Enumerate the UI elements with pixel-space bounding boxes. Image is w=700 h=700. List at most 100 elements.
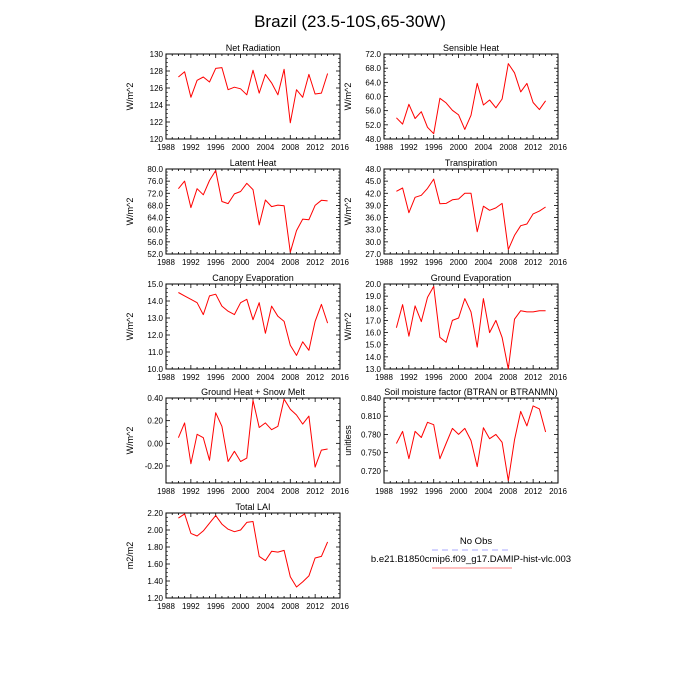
x-tick-label: 1996 — [425, 258, 443, 267]
x-tick-label: 2000 — [450, 258, 468, 267]
x-tick-label: 1992 — [182, 258, 200, 267]
x-tick-label: 2008 — [499, 258, 517, 267]
series-line — [396, 178, 546, 250]
y-axis-label: m2/m2 — [125, 542, 135, 570]
x-tick-label: 2000 — [232, 487, 250, 496]
y-tick-label: 126 — [150, 84, 164, 93]
y-tick-label: 10.0 — [147, 365, 163, 374]
panel-title: Latent Heat — [230, 158, 277, 168]
y-tick-label: 14.0 — [365, 353, 381, 362]
x-tick-label: 2016 — [331, 373, 349, 382]
legend: No Obs b.e21.B1850cmip6.f09_g17.DAMIP-hi… — [371, 536, 571, 569]
y-axis-label: W/m^2 — [343, 313, 353, 341]
x-tick-label: 2012 — [306, 143, 324, 152]
x-tick-label: 2000 — [232, 143, 250, 152]
x-tick-label: 2012 — [306, 602, 324, 611]
x-tick-label: 1996 — [425, 143, 443, 152]
x-tick-label: 1988 — [375, 373, 393, 382]
y-tick-label: 0.00 — [147, 439, 163, 448]
x-tick-label: 2012 — [306, 373, 324, 382]
y-tick-label: 27.0 — [365, 250, 381, 259]
y-tick-label: 0.40 — [147, 394, 163, 403]
y-tick-label: 0.780 — [361, 430, 382, 439]
y-tick-label: 16.0 — [365, 329, 381, 338]
y-tick-label: 52.0 — [147, 250, 163, 259]
x-tick-label: 2012 — [524, 373, 542, 382]
y-tick-label: 64.0 — [147, 214, 163, 223]
x-tick-label: 1988 — [157, 143, 175, 152]
y-axis-label: W/m^2 — [125, 313, 135, 341]
y-tick-label: 2.20 — [147, 509, 163, 518]
y-tick-label: 13.0 — [147, 314, 163, 323]
series-line — [178, 170, 328, 253]
panel-sensible-heat: Sensible Heat 1988 1992 1996 2000 2004 2008 201… — [343, 43, 567, 152]
y-tick-label: 60.0 — [365, 93, 381, 102]
x-tick-label: 2016 — [549, 258, 567, 267]
y-tick-label: 72.0 — [147, 189, 163, 198]
plot-frame — [165, 512, 341, 599]
y-tick-label: 11.0 — [148, 348, 164, 357]
plot-frame — [383, 283, 559, 370]
x-tick-label: 1996 — [207, 487, 225, 496]
figure-title: Brazil (23.5-10S,65-30W) — [254, 12, 446, 31]
y-tick-label: 52.0 — [365, 121, 381, 130]
y-tick-label: 0.20 — [147, 417, 163, 426]
x-tick-label: 2016 — [549, 373, 567, 382]
y-tick-label: 0.750 — [361, 449, 382, 458]
plot-frame — [383, 168, 559, 255]
panel-title: Net Radiation — [226, 43, 281, 53]
x-tick-label: 1992 — [182, 373, 200, 382]
y-tick-label: 48.0 — [365, 135, 381, 144]
panel-title: Total LAI — [235, 502, 270, 512]
x-tick-label: 2000 — [232, 602, 250, 611]
x-tick-label: 1992 — [400, 143, 418, 152]
y-tick-label: 130 — [150, 50, 164, 59]
x-tick-label: 1988 — [157, 373, 175, 382]
x-tick-label: 1988 — [157, 602, 175, 611]
y-axis-label: W/m^2 — [125, 83, 135, 111]
panel-latent-heat: Latent Heat 1988 1992 1996 2000 2004 2008 2012 2… — [125, 158, 349, 267]
panel-title: Canopy Evaporation — [212, 273, 294, 283]
y-tick-label: 2.00 — [147, 526, 163, 535]
y-tick-label: 0.840 — [361, 394, 382, 403]
y-tick-label: 30.0 — [365, 238, 381, 247]
y-tick-label: 39.0 — [365, 201, 381, 210]
x-tick-label: 2016 — [549, 487, 567, 496]
y-tick-label: 122 — [150, 118, 164, 127]
panel-soil-moisture-factor-btran-or-btranmn: Soil moisture factor (BTRAN or BTRANMN) 1… — [343, 387, 567, 496]
y-axis-label: W/m^2 — [343, 83, 353, 111]
y-tick-label: 19.0 — [365, 292, 381, 301]
y-tick-label: 80.0 — [147, 165, 163, 174]
y-tick-label: 128 — [150, 67, 164, 76]
x-tick-label: 2016 — [331, 602, 349, 611]
panel-title: Ground Heat + Snow Melt — [201, 387, 305, 397]
y-tick-label: 120 — [150, 135, 164, 144]
panel-net-radiation: Net Radiation 1988 1992 1996 2000 2004 2008 201… — [125, 43, 349, 152]
x-tick-label: 2000 — [450, 373, 468, 382]
y-tick-label: 13.0 — [365, 365, 381, 374]
x-tick-label: 2016 — [549, 143, 567, 152]
x-tick-label: 2004 — [257, 143, 275, 152]
panel-canopy-evaporation: Canopy Evaporation 1988 1992 1996 2000 2004 20… — [125, 273, 349, 382]
y-tick-label: 1.20 — [147, 594, 163, 603]
plot-frame — [165, 53, 341, 140]
y-tick-label: 68.0 — [365, 64, 381, 73]
y-tick-label: 36.0 — [365, 214, 381, 223]
x-tick-label: 2016 — [331, 143, 349, 152]
y-axis-label: W/m^2 — [125, 198, 135, 226]
x-tick-label: 2008 — [281, 373, 299, 382]
legend-entry-simulation: b.e21.B1850cmip6.f09_g17.DAMIP-hist-vlc.… — [371, 554, 571, 565]
y-axis-label: W/m^2 — [343, 198, 353, 226]
y-tick-label: 0.810 — [361, 412, 382, 421]
y-tick-label: 0.720 — [361, 467, 382, 476]
series-line — [178, 67, 329, 124]
x-tick-label: 2008 — [499, 143, 517, 152]
y-tick-label: 48.0 — [365, 165, 381, 174]
y-tick-label: 56.0 — [365, 107, 381, 116]
x-tick-label: 1996 — [425, 373, 443, 382]
panel-title: Ground Evaporation — [431, 273, 512, 283]
series-line — [395, 285, 546, 370]
x-tick-label: 2016 — [331, 487, 349, 496]
x-tick-label: 2000 — [232, 373, 250, 382]
series-line — [177, 398, 328, 468]
